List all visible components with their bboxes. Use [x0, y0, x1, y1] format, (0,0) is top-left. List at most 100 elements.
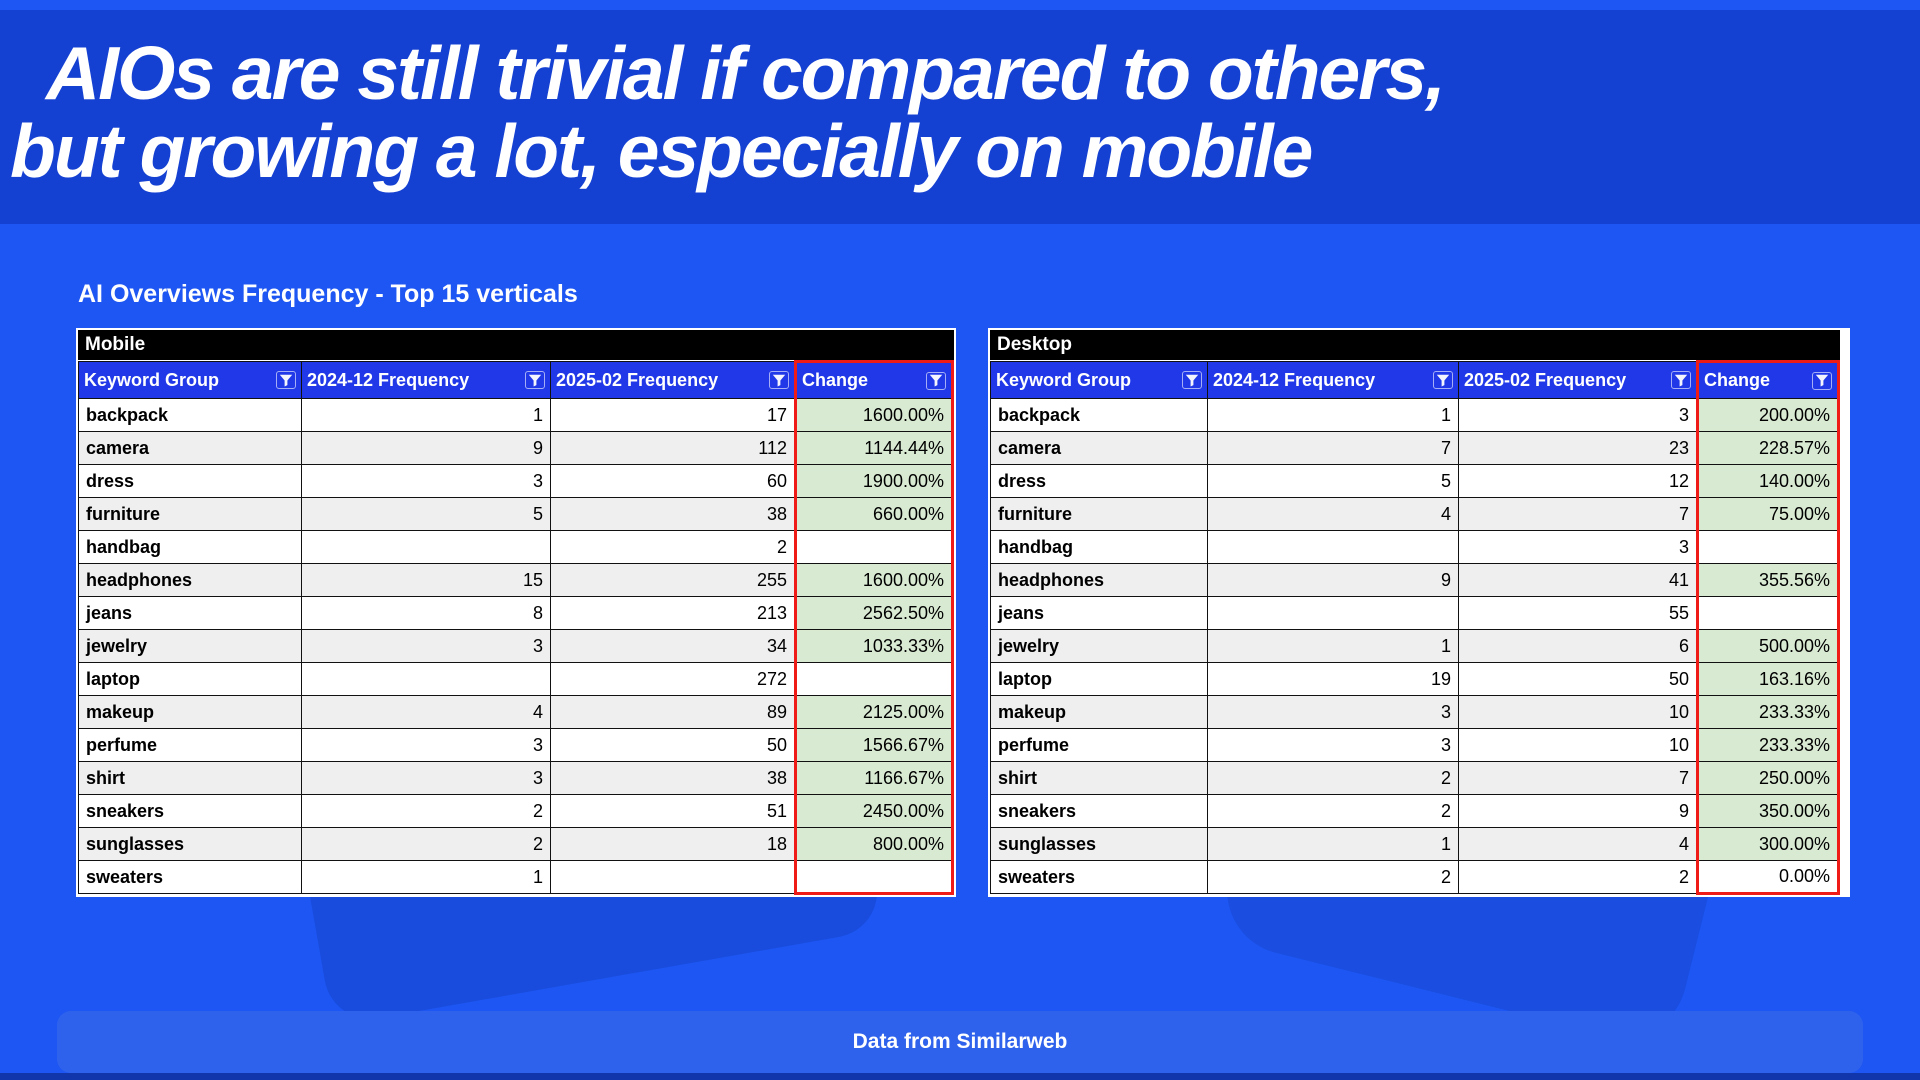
frequency-2024-12-cell: [1207, 596, 1459, 630]
keyword-cell: sweaters: [990, 860, 1208, 894]
keyword-cell: sneakers: [78, 794, 302, 828]
frequency-2024-12-cell: 4: [1207, 497, 1459, 531]
keyword-cell: furniture: [990, 497, 1208, 531]
table-row: jeans 8 213 2562.50%: [78, 596, 954, 630]
frequency-2024-12-cell: 8: [301, 596, 551, 630]
change-cell: [1696, 530, 1840, 564]
frequency-2024-12-cell: 3: [1207, 695, 1459, 729]
keyword-cell: backpack: [990, 398, 1208, 432]
table-row: camera 9 112 1144.44%: [78, 431, 954, 465]
column-header-2025-02-frequency[interactable]: 2025-02 Frequency: [1458, 361, 1698, 399]
frequency-2025-02-cell: 51: [550, 794, 796, 828]
column-header-label: Change: [802, 370, 869, 390]
frequency-2025-02-cell: 89: [550, 695, 796, 729]
table-row: makeup 3 10 233.33%: [990, 695, 1840, 729]
keyword-cell: furniture: [78, 497, 302, 531]
keyword-cell: perfume: [990, 728, 1208, 762]
table-row: sweaters 1: [78, 860, 954, 895]
slide-title-line2: but growing a lot, especially on mobile: [10, 109, 1313, 193]
frequency-2025-02-cell: 3: [1458, 398, 1698, 432]
keyword-cell: camera: [78, 431, 302, 465]
frequency-2025-02-cell: 23: [1458, 431, 1698, 465]
frequency-2024-12-cell: 7: [1207, 431, 1459, 465]
filter-icon[interactable]: [926, 371, 946, 390]
table-caption-desktop: Desktop: [990, 330, 1840, 360]
filter-icon[interactable]: [1812, 371, 1832, 390]
table-row: perfume 3 10 233.33%: [990, 728, 1840, 762]
frequency-2025-02-cell: 112: [550, 431, 796, 465]
mobile-data-table: Keyword Group 2024-12 Frequency 2025-02 Fr…: [78, 360, 954, 895]
column-header-label: Change: [1704, 370, 1771, 390]
change-cell: 163.16%: [1696, 662, 1840, 696]
frequency-2024-12-cell: [301, 530, 551, 564]
column-header-2024-12-frequency[interactable]: 2024-12 Frequency: [1207, 361, 1459, 399]
keyword-cell: sunglasses: [78, 827, 302, 861]
keyword-cell: handbag: [990, 530, 1208, 564]
desktop-table: Desktop Keyword Group 2024-12 Frequency 20…: [988, 328, 1850, 897]
slide-title: AIOs are still trivial if compared to ot…: [0, 10, 1920, 190]
frequency-2025-02-cell: 10: [1458, 695, 1698, 729]
column-header-label: 2024-12 Frequency: [1213, 369, 1376, 390]
table-row: furniture 5 38 660.00%: [78, 497, 954, 531]
frequency-2024-12-cell: 1: [301, 398, 551, 432]
table-row: jeans 55: [990, 596, 1840, 630]
keyword-cell: jeans: [990, 596, 1208, 630]
slide-title-line1: AIOs are still trivial if compared to ot…: [46, 31, 1446, 115]
table-row: handbag 3: [990, 530, 1840, 564]
frequency-2024-12-cell: 5: [301, 497, 551, 531]
change-cell: 250.00%: [1696, 761, 1840, 795]
table-row: perfume 3 50 1566.67%: [78, 728, 954, 762]
frequency-2025-02-cell: 2: [1458, 860, 1698, 894]
change-cell: 1033.33%: [794, 629, 954, 663]
change-cell: 1900.00%: [794, 464, 954, 498]
column-header-2025-02-frequency[interactable]: 2025-02 Frequency: [550, 361, 796, 399]
table-row: sneakers 2 51 2450.00%: [78, 794, 954, 828]
filter-icon[interactable]: [276, 371, 296, 389]
filter-icon[interactable]: [1182, 371, 1202, 389]
table-row: sunglasses 2 18 800.00%: [78, 827, 954, 861]
change-cell: 228.57%: [1696, 431, 1840, 465]
frequency-2024-12-cell: 1: [1207, 629, 1459, 663]
table-row: shirt 2 7 250.00%: [990, 761, 1840, 795]
change-cell: 800.00%: [794, 827, 954, 861]
change-cell: 75.00%: [1696, 497, 1840, 531]
frequency-2024-12-cell: 1: [1207, 398, 1459, 432]
column-header-label: 2024-12 Frequency: [307, 369, 470, 390]
column-header-2024-12-frequency[interactable]: 2024-12 Frequency: [301, 361, 551, 399]
filter-icon[interactable]: [525, 371, 545, 389]
section-title: AI Overviews Frequency - Top 15 vertical…: [78, 280, 578, 308]
frequency-2024-12-cell: 2: [1207, 761, 1459, 795]
table-row: sweaters 2 2 0.00%: [990, 860, 1840, 895]
column-header-change[interactable]: Change: [794, 360, 954, 399]
frequency-2024-12-cell: 9: [301, 431, 551, 465]
frequency-2025-02-cell: 213: [550, 596, 796, 630]
filter-icon[interactable]: [769, 371, 789, 389]
keyword-cell: headphones: [78, 563, 302, 597]
table-row: handbag 2: [78, 530, 954, 564]
desktop-data-table: Keyword Group 2024-12 Frequency 2025-02 Fr…: [990, 360, 1840, 895]
filter-icon[interactable]: [1433, 371, 1453, 389]
frequency-2025-02-cell: 18: [550, 827, 796, 861]
frequency-2024-12-cell: 19: [1207, 662, 1459, 696]
frequency-2024-12-cell: [1207, 530, 1459, 564]
frequency-2024-12-cell: 9: [1207, 563, 1459, 597]
change-cell: 2450.00%: [794, 794, 954, 828]
frequency-2025-02-cell: 4: [1458, 827, 1698, 861]
filter-icon[interactable]: [1671, 371, 1691, 389]
column-header-keyword-group[interactable]: Keyword Group: [78, 361, 302, 399]
change-cell: 1600.00%: [794, 563, 954, 597]
frequency-2025-02-cell: 55: [1458, 596, 1698, 630]
change-cell: 233.33%: [1696, 728, 1840, 762]
change-cell: 200.00%: [1696, 398, 1840, 432]
frequency-2024-12-cell: 2: [301, 794, 551, 828]
frequency-2024-12-cell: 5: [1207, 464, 1459, 498]
column-header-keyword-group[interactable]: Keyword Group: [990, 361, 1208, 399]
frequency-2024-12-cell: 2: [1207, 794, 1459, 828]
table-row: headphones 9 41 355.56%: [990, 563, 1840, 597]
column-header-change[interactable]: Change: [1696, 360, 1840, 399]
frequency-2025-02-cell: 60: [550, 464, 796, 498]
frequency-2024-12-cell: 1: [1207, 827, 1459, 861]
table-row: makeup 4 89 2125.00%: [78, 695, 954, 729]
column-header-label: 2025-02 Frequency: [1464, 369, 1627, 390]
keyword-cell: sneakers: [990, 794, 1208, 828]
